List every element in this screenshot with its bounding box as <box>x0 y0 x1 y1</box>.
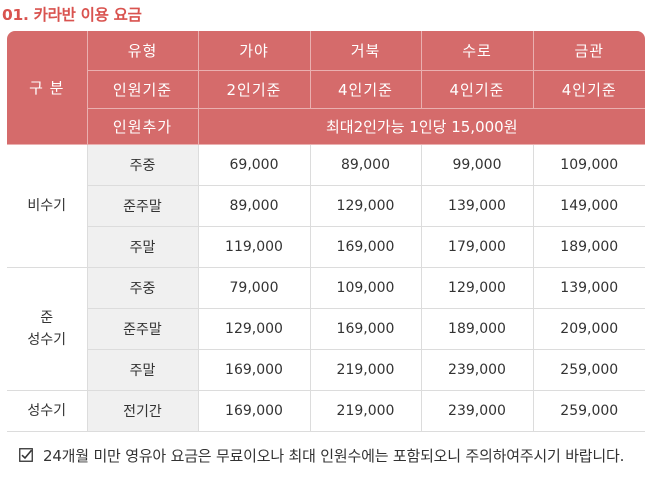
col-base: 4인기준 <box>532 70 645 109</box>
price-cell: 219,000 <box>309 390 422 432</box>
price-cell: 129,000 <box>309 185 422 227</box>
season-label: 성수기 <box>7 390 88 432</box>
header-row-base: 인원기준 2인기준 4인기준 4인기준 4인기준 <box>7 70 645 109</box>
base-header: 인원기준 <box>86 70 199 109</box>
table-row: 준 성수기 주중 79,000 109,000 129,000 139,000 <box>7 267 645 391</box>
season-label: 준 성수기 <box>7 267 88 391</box>
price-cell: 119,000 <box>197 226 311 268</box>
day-type: 주말 <box>86 349 199 391</box>
price-cell: 259,000 <box>532 349 645 391</box>
price-cell: 189,000 <box>420 308 534 350</box>
extra-header: 인원추가 <box>86 108 199 145</box>
checkbox-checked-icon <box>19 448 33 462</box>
price-cell: 89,000 <box>309 144 422 186</box>
price-cell: 129,000 <box>197 308 311 350</box>
col-name: 거북 <box>309 31 422 71</box>
header-row-extra: 인원추가 최대2인가능 1인당 15,000원 <box>7 108 645 145</box>
day-type: 준주말 <box>86 308 199 350</box>
day-type: 전기간 <box>86 390 199 432</box>
day-type: 주중 <box>86 144 199 186</box>
price-cell: 109,000 <box>309 267 422 309</box>
price-cell: 129,000 <box>420 267 534 309</box>
table-row: 성수기 전기간 169,000 219,000 239,000 259,000 <box>7 390 645 432</box>
price-cell: 259,000 <box>532 390 645 432</box>
price-cell: 169,000 <box>197 349 311 391</box>
table-row: 주말 169,000 219,000 239,000 259,000 <box>7 349 645 391</box>
price-cell: 79,000 <box>197 267 311 309</box>
rate-table-container: 구 분 유형 가야 거북 수로 금관 인원기준 2인기준 4인기준 4인기준 4… <box>7 31 645 434</box>
table-row: 준주말 89,000 129,000 139,000 149,000 <box>7 185 645 227</box>
col-name: 수로 <box>420 31 534 71</box>
notice-text: 24개월 미만 영유아 요금은 무료이오나 최대 인원수에는 포함되오니 주의하… <box>43 447 625 465</box>
table-row: 비수기 주중 69,000 89,000 99,000 109,000 <box>7 144 645 268</box>
extra-info: 최대2인가능 1인당 15,000원 <box>197 108 645 145</box>
price-cell: 109,000 <box>532 144 645 186</box>
col-name: 가야 <box>197 31 311 71</box>
day-type: 준주말 <box>86 185 199 227</box>
table-row: 준주말 129,000 169,000 189,000 209,000 <box>7 308 645 350</box>
category-header: 구 분 <box>7 31 88 145</box>
price-cell: 219,000 <box>309 349 422 391</box>
price-cell: 179,000 <box>420 226 534 268</box>
col-base: 2인기준 <box>197 70 311 109</box>
col-name: 금관 <box>532 31 645 71</box>
col-base: 4인기준 <box>420 70 534 109</box>
price-cell: 89,000 <box>197 185 311 227</box>
price-cell: 239,000 <box>420 390 534 432</box>
price-cell: 209,000 <box>532 308 645 350</box>
section-title: 01. 카라반 이용 요금 <box>2 6 142 24</box>
price-cell: 69,000 <box>197 144 311 186</box>
price-cell: 169,000 <box>309 308 422 350</box>
type-header: 유형 <box>86 31 199 71</box>
notice: 24개월 미만 영유아 요금은 무료이오나 최대 인원수에는 포함되오니 주의하… <box>19 442 644 470</box>
price-cell: 239,000 <box>420 349 534 391</box>
price-cell: 189,000 <box>532 226 645 268</box>
rate-table: 구 분 유형 가야 거북 수로 금관 인원기준 2인기준 4인기준 4인기준 4… <box>7 31 645 432</box>
price-cell: 99,000 <box>420 144 534 186</box>
day-type: 주말 <box>86 226 199 268</box>
header-row-type: 구 분 유형 가야 거북 수로 금관 <box>7 31 645 145</box>
price-cell: 139,000 <box>420 185 534 227</box>
day-type: 주중 <box>86 267 199 309</box>
price-cell: 139,000 <box>532 267 645 309</box>
col-base: 4인기준 <box>309 70 422 109</box>
table-row: 주말 119,000 169,000 179,000 189,000 <box>7 226 645 268</box>
price-cell: 169,000 <box>309 226 422 268</box>
season-label: 비수기 <box>7 144 88 268</box>
price-cell: 169,000 <box>197 390 311 432</box>
price-cell: 149,000 <box>532 185 645 227</box>
